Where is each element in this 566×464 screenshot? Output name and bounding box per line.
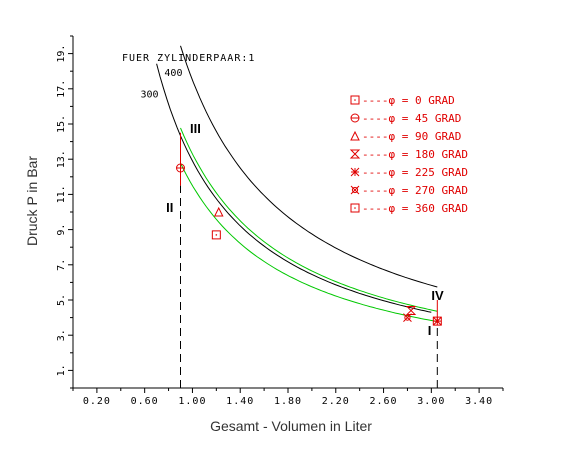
marker-dot [436, 320, 439, 322]
legend-label: ----φ = 270 GRAD [362, 184, 468, 197]
cycle-curve-2 [180, 162, 438, 323]
markers [176, 163, 442, 326]
x-tick-label: 3.00 [417, 396, 445, 407]
chart-title: FUER ZYLINDERPAAR:1 [122, 53, 255, 64]
square-marker [432, 316, 442, 326]
x-tick-label: 1.40 [226, 396, 254, 407]
corner-label-IV: IV [431, 288, 444, 303]
triangle-marker [350, 130, 360, 141]
y-tick-label: 9. [56, 224, 67, 236]
cycle-curve-1 [180, 127, 438, 312]
marker-phi-45 [176, 163, 185, 173]
x-tick-label: 0.20 [83, 396, 111, 407]
marker-dot [215, 234, 218, 236]
square-marker [211, 230, 221, 240]
y-tick-label: 15. [56, 115, 67, 133]
marker-phi-0 [211, 230, 221, 240]
y-tick-label: 1. [56, 364, 67, 376]
corner-label-I: I [428, 323, 432, 338]
corner-label-III: III [190, 121, 201, 136]
asterisk-marker [350, 167, 360, 177]
legend-item-phi: ----φ = 0 GRAD [350, 94, 455, 107]
y-tick-label: 19. [56, 45, 67, 63]
x-tick-label: 0.60 [131, 396, 159, 407]
legend-label: ----φ = 225 GRAD [362, 166, 468, 179]
square-marker [350, 203, 360, 213]
isotherm-400 [180, 45, 438, 288]
y-tick-label: 3. [56, 329, 67, 341]
legend-label: ----φ = 360 GRAD [362, 202, 468, 215]
marker-dot [354, 207, 356, 209]
y-tick-label: 13. [56, 150, 67, 168]
axes: 0.20 0.60 1.00 1.40 1.80 2.20 2.60 3.00 3.40 1. 3.… [56, 35, 504, 407]
xcircle-ring [404, 314, 411, 321]
legend-item-phi: ----φ = 45 GRAD [350, 112, 461, 125]
legend-item-phi: ----φ = 225 GRAD [350, 166, 468, 179]
x-tick-label: 1.00 [178, 396, 206, 407]
xcircle-marker [350, 185, 360, 195]
x-tick-label: 2.60 [370, 396, 398, 407]
corner-label-II: II [166, 200, 173, 215]
marker-phi-360 [432, 316, 442, 326]
marker-phi-90 [213, 206, 224, 217]
hourglass-marker [349, 149, 361, 159]
triangle-marker [213, 206, 224, 217]
legend-label: ----φ = 45 GRAD [362, 112, 461, 125]
marker-dot [354, 99, 356, 101]
y-tick-label: 7. [56, 259, 67, 271]
x-tick-label: 3.40 [465, 396, 493, 407]
legend-item-phi: ----φ = 270 GRAD [350, 184, 468, 197]
y-tick-label: 11. [56, 185, 67, 203]
xcircle-marker [403, 313, 412, 322]
y-tick-label: 5. [56, 294, 67, 306]
x-tick-label: 2.20 [322, 396, 350, 407]
legend-label: ----φ = 90 GRAD [362, 130, 461, 143]
isotherm-300 [156, 63, 432, 313]
xcircle-ring [351, 186, 359, 194]
isotherm-label: 400 [164, 68, 182, 79]
legend-item-phi: ----φ = 360 GRAD [350, 202, 468, 215]
legend-item-phi: ----φ = 180 GRAD [349, 148, 468, 161]
curves: 300 400 [141, 45, 438, 388]
y-axis-label: Druck P in Bar [24, 156, 40, 246]
legend-label: ----φ = 180 GRAD [362, 148, 468, 161]
isotherm-label: 300 [141, 89, 159, 100]
legend-item-phi: ----φ = 90 GRAD [350, 130, 461, 143]
x-tick-label: 1.80 [274, 396, 302, 407]
legend: ----φ = 0 GRAD ----φ = 45 GRAD ----φ = 90 … [349, 94, 468, 215]
y-tick-label: 17. [56, 80, 67, 98]
marker-phi-270 [403, 313, 412, 322]
square-marker [350, 95, 360, 105]
x-axis-label: Gesamt - Volumen in Liter [210, 418, 372, 434]
legend-label: ----φ = 0 GRAD [362, 94, 455, 107]
